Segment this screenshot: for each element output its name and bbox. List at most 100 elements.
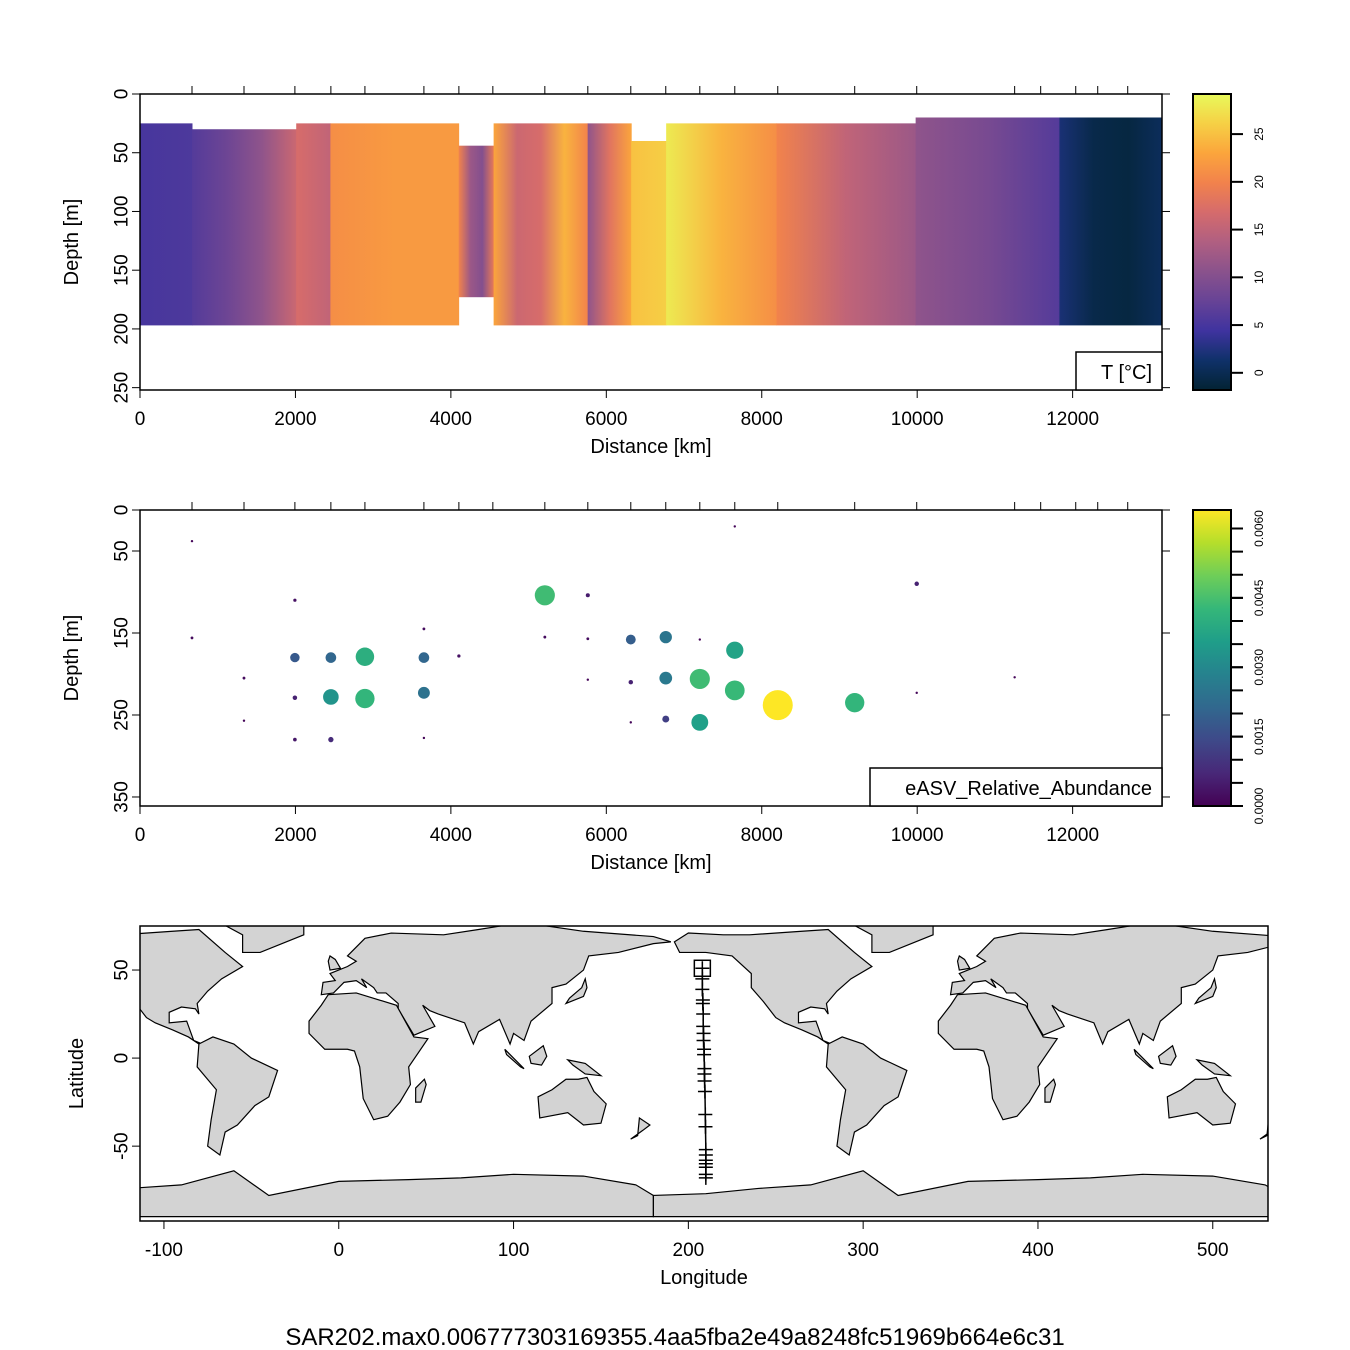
abundance-point (293, 737, 297, 742)
highlighted-station-marker (693, 959, 712, 978)
abundance-point (242, 676, 246, 680)
x-tick-label: 10000 (891, 825, 944, 846)
abundance-point (585, 593, 590, 598)
temperature-cell-strip (587, 123, 632, 326)
y-axis-label: Depth [m] (61, 199, 83, 286)
colorbar-tick-label: 0.0015 (1252, 718, 1266, 755)
landmass-borneo (1157, 1044, 1177, 1066)
abundance-point (659, 630, 672, 644)
abundance-point (457, 654, 461, 658)
y-tick-label: 50 (112, 959, 133, 980)
y-axis-label: Depth [m] (61, 615, 83, 702)
x-tick-label: 100 (498, 1240, 530, 1261)
landmass-africa (937, 992, 1059, 1121)
temperature-cell-strip (1059, 117, 1163, 326)
abundance-point (290, 652, 300, 663)
temperature-cell-strip (458, 145, 495, 298)
x-axis-label: Longitude (660, 1267, 748, 1289)
y-tick-label: 350 (112, 781, 133, 813)
abundance-point (325, 652, 337, 663)
landmass-sumatra (504, 1048, 525, 1070)
x-tick-label: 300 (847, 1240, 879, 1261)
y-tick-label: -50 (112, 1132, 133, 1159)
colorbar-tick-label: 0.0060 (1252, 510, 1266, 547)
x-tick-label: 200 (673, 1240, 705, 1261)
abundance-point (292, 695, 298, 701)
landmass-south-america (825, 1036, 908, 1156)
abundance-point (422, 736, 426, 740)
abundance-point (418, 652, 430, 663)
abundance-point (422, 627, 426, 631)
x-tick-label: 12000 (1046, 825, 1099, 846)
abundance-point (355, 647, 375, 667)
abundance-point (355, 688, 375, 709)
landmass-antarctica (652, 1170, 1268, 1218)
station-marker (698, 1119, 713, 1134)
abundance-point (543, 635, 547, 639)
figure-footer-title: SAR202.max0.006777303169355.4aa5fba2e49a… (285, 1324, 1064, 1350)
abundance-point (733, 525, 736, 528)
temperature-cell-strip (631, 140, 667, 326)
y-tick-label: 100 (112, 196, 133, 228)
abundance-point (190, 636, 194, 640)
x-tick-label: 2000 (274, 409, 316, 430)
abundance-point (586, 637, 590, 641)
abundance-point (625, 634, 636, 645)
landmass-japan (564, 976, 588, 1005)
x-tick-label: 6000 (585, 409, 627, 430)
temperature-cell-strip (296, 123, 331, 326)
landmass-new-guinea (1195, 1058, 1233, 1077)
abundance-point (724, 680, 745, 701)
y-tick-label: 50 (112, 142, 133, 163)
y-tick-label: 250 (112, 372, 133, 404)
landmass-australia (537, 1076, 607, 1126)
x-axis-label: Distance [km] (590, 436, 711, 458)
y-tick-label: 0 (112, 505, 133, 516)
abundance-point (915, 691, 918, 695)
landmass-antarctica (0, 1171, 24, 1217)
plot-frame (139, 925, 1269, 1222)
legend-box (869, 767, 1163, 807)
abundance-point (689, 668, 710, 689)
landmass-greenland (854, 926, 934, 954)
x-tick-label: 2000 (274, 825, 316, 846)
temperature-cell-strip (493, 123, 589, 326)
station-marker (696, 1007, 711, 1022)
landmass-australia (1166, 1076, 1237, 1126)
x-tick-label: 0 (135, 825, 146, 846)
x-tick-label: 10000 (891, 409, 944, 430)
colorbar-tick-label: 20 (1252, 175, 1266, 189)
temperature-cell-strip (140, 123, 193, 326)
landmass-sumatra (1133, 1048, 1154, 1070)
landmass-borneo (528, 1044, 548, 1066)
y-tick-label: 0 (112, 89, 133, 100)
x-tick-label: -100 (145, 1240, 183, 1261)
abundance-point (629, 721, 632, 724)
colorbar-tick-label: 15 (1252, 223, 1266, 237)
landmass-north-america (140, 928, 244, 1045)
station-marker (697, 1084, 712, 1099)
abundance-point (534, 585, 555, 606)
colorbar-tick-label: 0.0000 (1252, 787, 1266, 824)
temperature-cell-strip (915, 117, 1060, 326)
landmass-eurasia (949, 926, 1268, 1046)
abundance-point (586, 678, 590, 681)
abundance-point (662, 715, 670, 723)
landmass-new-zealand (630, 1116, 651, 1140)
colorbar-tick-label: 0.0045 (1252, 579, 1266, 616)
landmass-madagascar (415, 1078, 427, 1103)
colorbar-tick-label: 0 (1252, 369, 1266, 376)
abundance-point (762, 690, 793, 721)
landmass-madagascar (1044, 1078, 1057, 1103)
landmass-great-britain (956, 955, 971, 971)
abundance-scatter-panel: 0 2000 4000 6000 8000 10000 12000 0 50 150 250 350 D… (61, 502, 1266, 874)
x-tick-label: 8000 (741, 825, 783, 846)
abundance-point (190, 539, 194, 543)
colorbar-tick-label: 25 (1252, 127, 1266, 141)
colorbar (1192, 93, 1232, 391)
x-tick-label: 4000 (430, 825, 472, 846)
abundance-point (659, 671, 673, 685)
temperature-cell-strip (666, 123, 778, 326)
landmass-great-britain (327, 955, 342, 971)
landmass-eurasia (0, 922, 42, 1044)
